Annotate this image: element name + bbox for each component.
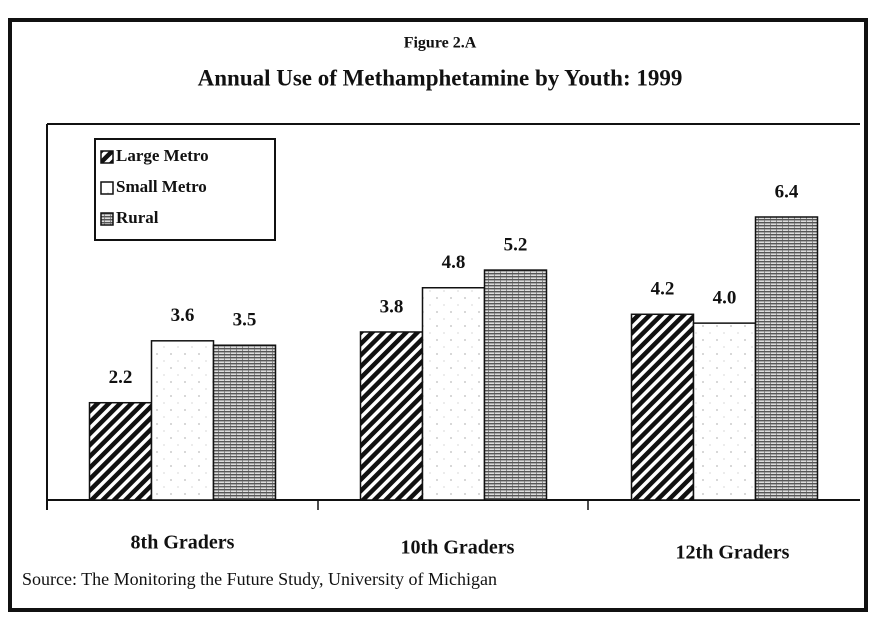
- legend-swatch: [100, 150, 114, 164]
- value-label: 6.4: [775, 181, 799, 202]
- x-tick-label: 8th Graders: [131, 532, 235, 554]
- bar: [212, 344, 277, 501]
- value-label: 5.2: [504, 234, 528, 255]
- bar: [359, 331, 424, 501]
- value-label: 4.8: [442, 252, 466, 273]
- x-tick-label: 10th Graders: [401, 537, 515, 559]
- legend-label: Rural: [116, 208, 159, 227]
- figure-label: Figure 2.A: [404, 35, 477, 52]
- bar: [754, 216, 819, 501]
- source-note: Source: The Monitoring the Future Study,…: [22, 569, 497, 589]
- value-label: 4.2: [651, 279, 675, 300]
- value-label: 3.5: [233, 310, 257, 331]
- legend-label: Large Metro: [116, 146, 209, 165]
- bar: [88, 401, 153, 501]
- legend-label: Small Metro: [116, 177, 207, 196]
- bar: [692, 322, 757, 501]
- bar: [150, 340, 215, 501]
- value-label: 3.8: [380, 296, 404, 317]
- bar: [630, 313, 695, 501]
- bar: [483, 269, 548, 501]
- legend-swatch: [100, 181, 114, 195]
- value-label: 3.6: [171, 305, 195, 326]
- legend-swatch: [100, 212, 114, 226]
- value-label: 2.2: [109, 367, 133, 388]
- legend: [94, 138, 276, 241]
- x-tick-label: 12th Graders: [676, 542, 790, 564]
- chart-title: Annual Use of Methamphetamine by Youth: …: [198, 65, 683, 90]
- frame: [8, 18, 868, 612]
- value-label: 4.0: [713, 287, 737, 308]
- bar: [421, 287, 486, 501]
